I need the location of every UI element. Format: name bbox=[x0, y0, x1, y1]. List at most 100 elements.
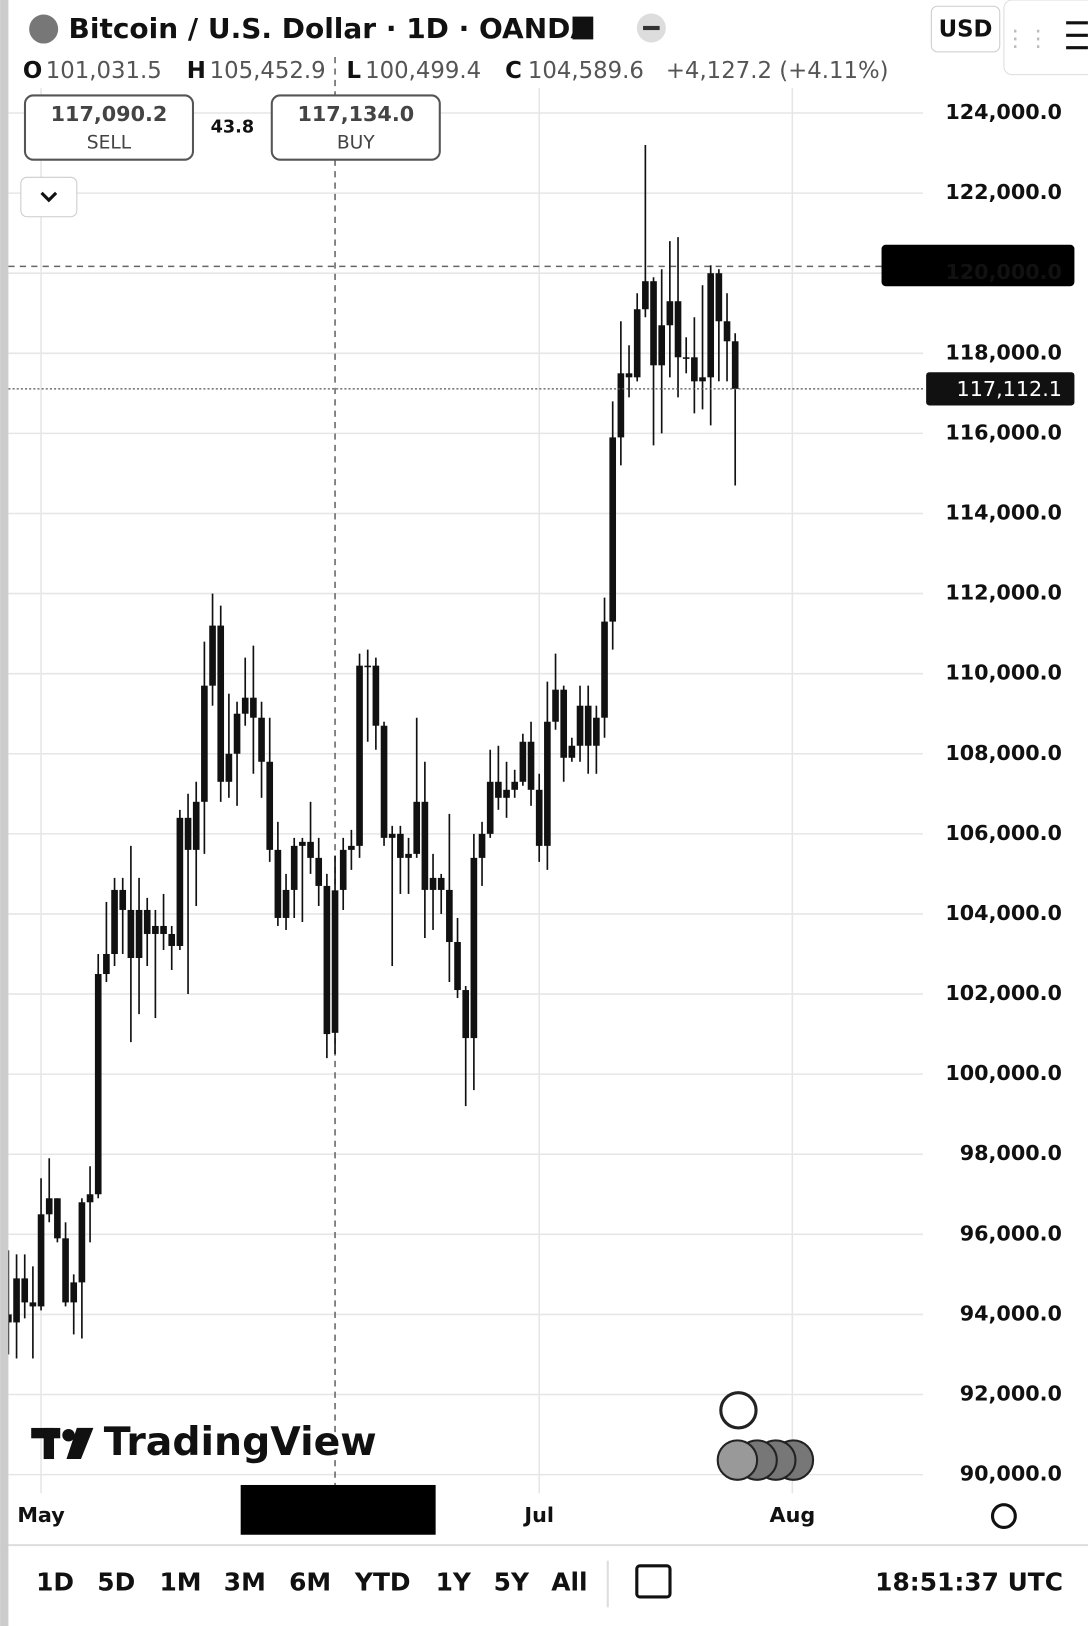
range-button[interactable]: 5Y bbox=[494, 1567, 530, 1596]
sell-button[interactable] bbox=[23, 94, 195, 161]
x-tick-label: Jul bbox=[522, 1503, 554, 1527]
logo-part bbox=[62, 1428, 75, 1442]
candle-body bbox=[568, 745, 576, 758]
y-tick-label: 120,000.0 bbox=[945, 260, 1062, 284]
candle-body bbox=[135, 909, 143, 959]
y-tick-label: 94,000.0 bbox=[960, 1301, 1062, 1325]
chevron-icon bbox=[40, 191, 58, 203]
x-tick-label: Aug bbox=[770, 1503, 816, 1527]
y-tick-label: 114,000.0 bbox=[945, 500, 1062, 524]
range-button[interactable]: All bbox=[551, 1567, 587, 1596]
range-buttons: 1D 5D 1M 3M 6M YTD 1Y 5Y All bbox=[36, 1567, 587, 1596]
currency-button[interactable] bbox=[930, 5, 1001, 53]
candle-body bbox=[315, 857, 323, 886]
y-tick-label: 106,000.0 bbox=[945, 821, 1062, 845]
y-tick-label: 102,000.0 bbox=[945, 981, 1062, 1005]
settings-icon[interactable] bbox=[990, 1503, 1017, 1530]
ohlc-key: O bbox=[23, 58, 42, 84]
candle-body bbox=[78, 1202, 86, 1283]
candle-body bbox=[388, 833, 396, 838]
range-button[interactable]: 1M bbox=[160, 1567, 202, 1596]
candle-body bbox=[535, 789, 543, 846]
ohlc-key: H bbox=[187, 58, 206, 84]
coin-icon bbox=[29, 14, 59, 44]
y-tick-label: 96,000.0 bbox=[960, 1221, 1062, 1245]
y-tick-label: 108,000.0 bbox=[945, 741, 1062, 765]
candle-body bbox=[601, 621, 608, 718]
candle-body bbox=[225, 753, 233, 782]
candle-body bbox=[13, 1278, 20, 1323]
event-icon bbox=[719, 1391, 758, 1430]
menu-icon[interactable] bbox=[1066, 21, 1088, 50]
range-button[interactable]: YTD bbox=[354, 1567, 411, 1596]
candle-body bbox=[364, 665, 372, 668]
candle-body bbox=[429, 877, 437, 890]
y-tick-label: 110,000.0 bbox=[945, 661, 1062, 685]
y-tick-label: 100,000.0 bbox=[945, 1061, 1062, 1085]
candle-body bbox=[715, 273, 723, 322]
watermark: TradingView bbox=[31, 1419, 377, 1465]
last-price-label: 117,112.1 bbox=[957, 377, 1062, 401]
range-button[interactable]: 3M bbox=[224, 1567, 266, 1596]
candle-body bbox=[152, 925, 159, 934]
collapse-icon bbox=[643, 25, 660, 31]
sell-label: SELL bbox=[87, 133, 132, 154]
range-button[interactable]: 1Y bbox=[436, 1567, 472, 1596]
spread: 43.8 bbox=[211, 118, 254, 138]
y-tick-label: 90,000.0 bbox=[960, 1462, 1062, 1486]
candle-body bbox=[29, 1302, 37, 1307]
candle-body bbox=[397, 833, 404, 858]
x-tick-label: May bbox=[17, 1503, 65, 1527]
buy-button[interactable] bbox=[270, 94, 441, 161]
candle-body bbox=[299, 841, 306, 846]
candle-body bbox=[470, 857, 478, 1039]
candle-body bbox=[290, 845, 298, 890]
candle-body bbox=[544, 721, 551, 846]
candle-body bbox=[339, 849, 347, 890]
candle-body bbox=[576, 705, 584, 746]
range-button[interactable]: 5D bbox=[97, 1567, 135, 1596]
range-button[interactable]: 6M bbox=[289, 1567, 331, 1596]
clock: 18:51:37 UTC bbox=[875, 1567, 1063, 1596]
candle-body bbox=[192, 801, 200, 850]
candle-body bbox=[217, 625, 225, 782]
candle-body bbox=[250, 697, 257, 718]
calendar-icon[interactable] bbox=[635, 1564, 672, 1599]
candle-body bbox=[86, 1194, 94, 1203]
candle-body bbox=[674, 301, 682, 358]
candle-body bbox=[372, 665, 380, 726]
buy-label: BUY bbox=[337, 133, 375, 154]
candle-body bbox=[413, 801, 421, 854]
candle-body bbox=[127, 909, 135, 959]
candle-body bbox=[37, 1214, 45, 1307]
candle-body bbox=[552, 689, 559, 722]
candle-body bbox=[111, 889, 118, 954]
candle-body bbox=[323, 885, 331, 1035]
candle-body bbox=[258, 717, 265, 762]
y-tick-label: 122,000.0 bbox=[945, 180, 1062, 204]
y-tick-label: 116,000.0 bbox=[945, 420, 1062, 444]
candle-body bbox=[160, 925, 167, 934]
flag-icon[interactable] bbox=[572, 16, 594, 40]
range-button[interactable]: 1D bbox=[36, 1567, 74, 1596]
candle-body bbox=[731, 341, 739, 389]
ohlc-value: 100,499.4 bbox=[365, 58, 481, 84]
candle-body bbox=[617, 373, 625, 438]
candle-body bbox=[666, 301, 674, 326]
sell-price: 117,090.2 bbox=[51, 102, 168, 126]
candle-body bbox=[519, 741, 527, 782]
ohlc-value: 104,589.6 bbox=[528, 58, 644, 84]
expand-button[interactable] bbox=[20, 176, 78, 218]
ohlc-key: L bbox=[346, 58, 361, 84]
candle-body bbox=[707, 273, 715, 378]
candle-body bbox=[625, 373, 633, 378]
event-icons[interactable] bbox=[716, 1391, 815, 1481]
candle-body bbox=[593, 717, 600, 746]
symbol-title: Bitcoin / U.S. Dollar · 1D · OANDA bbox=[69, 12, 593, 45]
currency-label: USD bbox=[939, 17, 993, 43]
toolbar-panel[interactable] bbox=[1003, 0, 1088, 76]
candle-body bbox=[307, 841, 314, 858]
candle-body bbox=[699, 377, 706, 382]
left-border bbox=[0, 0, 9, 1626]
